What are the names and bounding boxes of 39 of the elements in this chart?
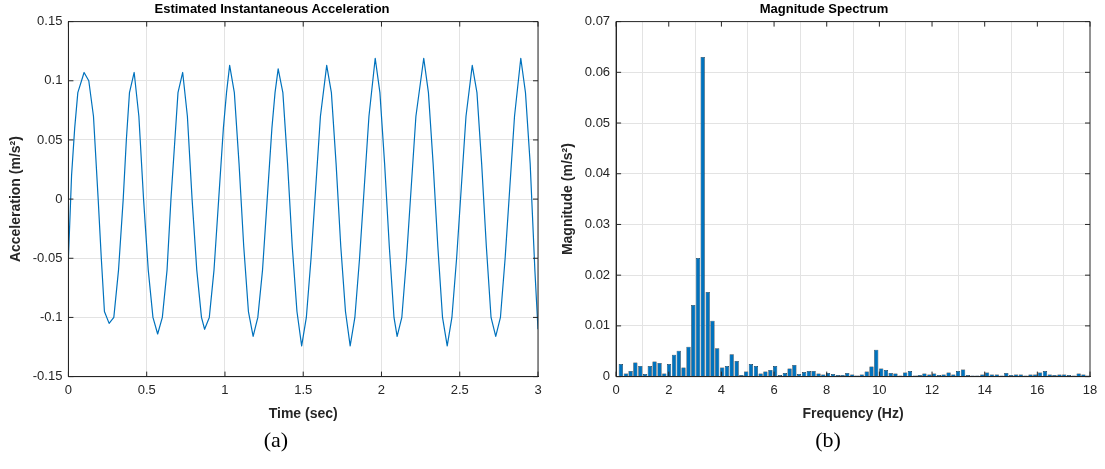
x-tick-label: 3	[534, 381, 542, 397]
x-tick-label: 16	[1030, 381, 1045, 397]
x-tick-label: 1	[221, 381, 229, 397]
y-tick-label: 0	[55, 190, 63, 206]
chart-title: Estimated Instantaneous Acceleration	[154, 1, 390, 17]
y-tick-label: 0.05	[37, 131, 63, 147]
x-tick-label: 0	[64, 381, 73, 397]
x-axis-title: Time (sec)	[268, 405, 338, 422]
x-tick-label: 2	[377, 381, 386, 397]
x-tick-label: 0.5	[137, 381, 156, 397]
y-tick-label: 0.07	[584, 13, 611, 29]
y-tick-label: -0.05	[32, 249, 63, 265]
y-tick-label: -0.15	[32, 368, 63, 384]
text: (b)	[814, 427, 842, 453]
x-tick-label: 18	[1082, 381, 1098, 397]
y-tick-label: 0.1	[44, 72, 63, 88]
y-tick-label: 0.05	[584, 114, 611, 130]
x-tick-label: 8	[823, 381, 831, 397]
x-tick-label: 1.5	[294, 381, 313, 397]
y-tick-label: 0.03	[584, 216, 611, 232]
x-tick-label: 6	[770, 381, 778, 397]
y-tick-label: 0	[602, 368, 611, 384]
y-tick-label: 0.06	[584, 63, 611, 79]
x-tick-label: 12	[924, 381, 940, 397]
y-tick-label: 0.04	[584, 165, 611, 181]
y-tick-label: 0.01	[584, 317, 611, 333]
chart-title: Magnitude Spectrum	[759, 1, 889, 17]
x-tick-label: 2	[665, 381, 673, 397]
x-tick-label: 10	[872, 381, 887, 397]
x-tick-label: 4	[717, 381, 726, 397]
text: (a)	[262, 427, 290, 453]
y-tick-label: -0.1	[40, 309, 63, 325]
y-tick-label: 0.02	[584, 266, 611, 282]
y-axis-title: Magnitude (m/s²)	[559, 143, 576, 256]
x-tick-label: 2.5	[450, 381, 469, 397]
x-tick-label: 14	[977, 381, 992, 397]
y-axis-title: Acceleration (m/s²)	[7, 136, 24, 263]
x-axis-title: Frequency (Hz)	[802, 405, 904, 422]
y-tick-label: 0.15	[37, 13, 63, 29]
